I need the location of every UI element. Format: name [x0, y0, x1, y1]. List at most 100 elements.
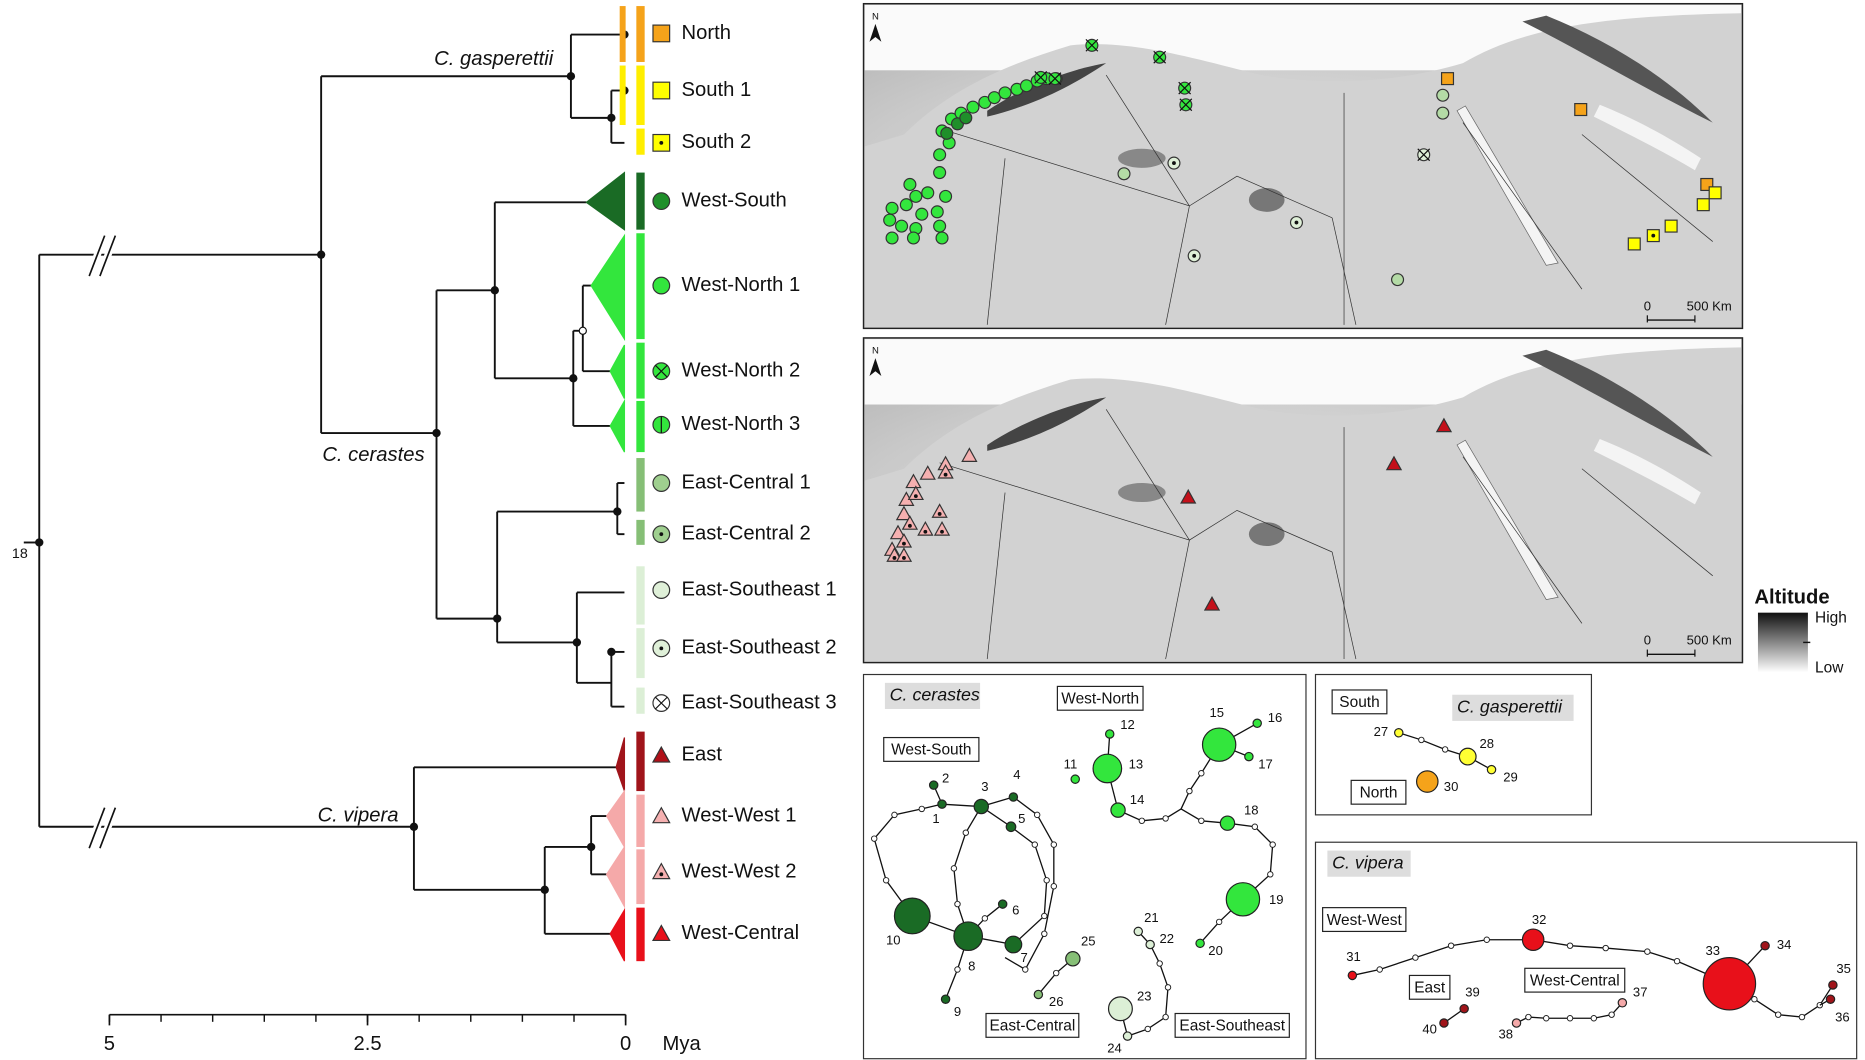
node [541, 886, 549, 894]
symbol [653, 277, 670, 294]
symbol-dot [944, 473, 948, 477]
group-label: West-Central [1530, 972, 1620, 989]
haplotype-label: 25 [1081, 934, 1096, 949]
median-vector [1199, 818, 1204, 823]
symbol [653, 582, 670, 599]
haplotype [1417, 771, 1438, 792]
haplotype-label: 37 [1633, 985, 1648, 1000]
species-label: C. cerastes [890, 685, 980, 705]
axis-unit: Mya [663, 1033, 702, 1055]
haplotype-label: 1 [932, 811, 939, 826]
symbol [1442, 73, 1454, 85]
collapsed-clade [607, 847, 625, 906]
haplotype-label: 14 [1130, 792, 1145, 807]
symbol [941, 127, 953, 139]
symbol [916, 208, 928, 220]
median-vector [1032, 842, 1037, 847]
symbol-dot [659, 141, 663, 145]
haplotype [1009, 793, 1017, 801]
symbol [886, 232, 898, 244]
haplotype-label: 10 [886, 932, 901, 947]
haplotype-label: 12 [1120, 717, 1135, 732]
haplotype [1226, 883, 1259, 916]
scale-label: 500 Km [1687, 633, 1732, 648]
lineage-bar [636, 66, 644, 125]
symbol [940, 190, 952, 202]
haplotype [1220, 816, 1234, 830]
node [317, 250, 325, 258]
haplotype [1761, 942, 1769, 950]
node [587, 843, 595, 851]
median-vector [1023, 967, 1028, 972]
lineage-bar [636, 566, 644, 624]
figure: NorthSouth 1South 2West-SouthWest-North … [0, 0, 1865, 1060]
scale-label: 500 Km [1687, 298, 1732, 313]
lineage-label: South 2 [682, 131, 752, 153]
median-vector [1042, 913, 1047, 918]
median-vector [1145, 1026, 1150, 1031]
symbol [653, 82, 670, 99]
symbol [1118, 168, 1130, 180]
haplotype [1006, 822, 1016, 832]
median-vector [1044, 878, 1049, 883]
median-vector [1442, 747, 1447, 752]
haplotype [1348, 971, 1356, 979]
median-vector [1252, 824, 1257, 829]
haplotype-label: 4 [1013, 767, 1020, 782]
panel [864, 675, 1306, 1059]
median-vector [1775, 1012, 1780, 1017]
symbol [960, 112, 972, 124]
haplotype-label: 11 [1064, 756, 1078, 771]
symbol [908, 232, 920, 244]
node [432, 429, 440, 437]
node [569, 374, 577, 382]
haplotype [1618, 999, 1626, 1007]
group-label: West-West [1327, 912, 1403, 929]
highland [1249, 522, 1285, 546]
collapsed-clade [607, 791, 625, 847]
node [579, 327, 586, 334]
symbol [1437, 107, 1449, 119]
haplotype-label: 19 [1269, 892, 1284, 907]
lineage-label: West-Central [682, 922, 800, 944]
clade-label: C. vipera [318, 804, 399, 826]
median-vector [982, 916, 987, 921]
lineage-bar [636, 628, 644, 678]
page: {"tree":{"root_label":"18", "clades":["C… [0, 0, 1865, 1060]
map: N0500 Km [864, 338, 1743, 663]
haplotype-label: 36 [1835, 1010, 1850, 1025]
haplotype-label: 38 [1499, 1026, 1514, 1041]
median-vector [1163, 816, 1168, 821]
haplotype [1460, 1005, 1468, 1013]
median-vector [1603, 945, 1608, 950]
node [573, 638, 581, 646]
median-vector [919, 806, 924, 811]
median-vector [1163, 1014, 1168, 1019]
symbol-dot [902, 542, 906, 546]
haplotype [1202, 728, 1235, 761]
median-vector [955, 901, 960, 906]
symbol [936, 232, 948, 244]
symbol-dot [1651, 234, 1655, 238]
haplotype [1522, 929, 1543, 950]
lineage-bar [636, 458, 644, 512]
haplotype-label: 39 [1465, 985, 1480, 1000]
median-vector [1139, 818, 1144, 823]
collapsed-clade [610, 345, 624, 399]
symbol [1665, 220, 1677, 232]
highland [1118, 483, 1166, 502]
haplotype [1395, 729, 1403, 737]
tip-bar [620, 66, 626, 125]
species-label: C. vipera [1332, 852, 1403, 872]
species-label: C. gasperettii [1457, 697, 1563, 717]
node [567, 72, 575, 80]
median-vector [1165, 985, 1170, 990]
haplotype-label: 21 [1144, 910, 1159, 925]
haplotype [1109, 997, 1133, 1021]
median-vector [1199, 770, 1204, 775]
lineage-label: West-North 3 [682, 413, 801, 435]
symbol [653, 25, 670, 42]
haplotype [1512, 1019, 1520, 1027]
median-vector [1544, 1016, 1549, 1021]
clade-label: C. cerastes [322, 444, 424, 466]
